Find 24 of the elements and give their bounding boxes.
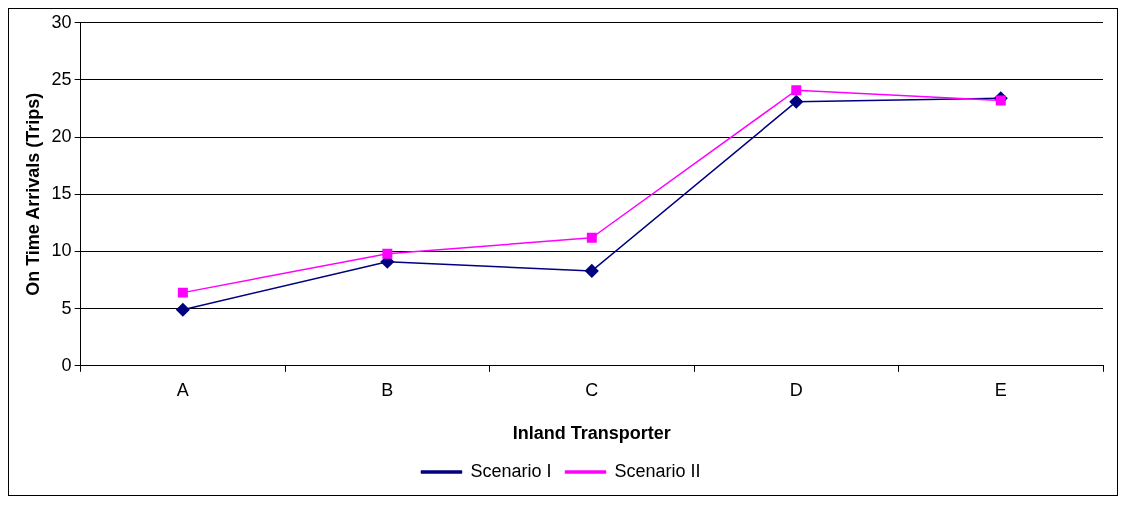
point — [585, 264, 599, 278]
y-tick-label: 10 — [51, 240, 72, 261]
x-tick-label: E — [994, 379, 1007, 400]
point — [995, 95, 1006, 106]
point — [789, 94, 804, 109]
y-tick-label: 0 — [61, 354, 72, 375]
point — [791, 85, 802, 96]
x-tick-label: D — [789, 379, 803, 400]
x-axis-title: Inland Transporter — [512, 423, 671, 444]
point — [586, 232, 597, 243]
x-tick-label: A — [176, 379, 189, 400]
x-tick-label: C — [585, 379, 599, 400]
y-tick-label: 20 — [51, 126, 72, 147]
y-tick-label: 30 — [51, 11, 72, 32]
legend-label: Scenario I — [470, 460, 552, 481]
point — [176, 303, 190, 317]
legend-label: Scenario II — [614, 460, 701, 481]
x-tick-label: B — [381, 379, 394, 400]
y-tick-label: 25 — [51, 68, 72, 89]
y-axis-title: On Time Arrivals (Trips) — [22, 92, 43, 296]
point — [382, 248, 393, 259]
y-tick-label: 15 — [51, 183, 72, 204]
y-tick-label: 5 — [61, 297, 72, 318]
point — [177, 287, 188, 298]
